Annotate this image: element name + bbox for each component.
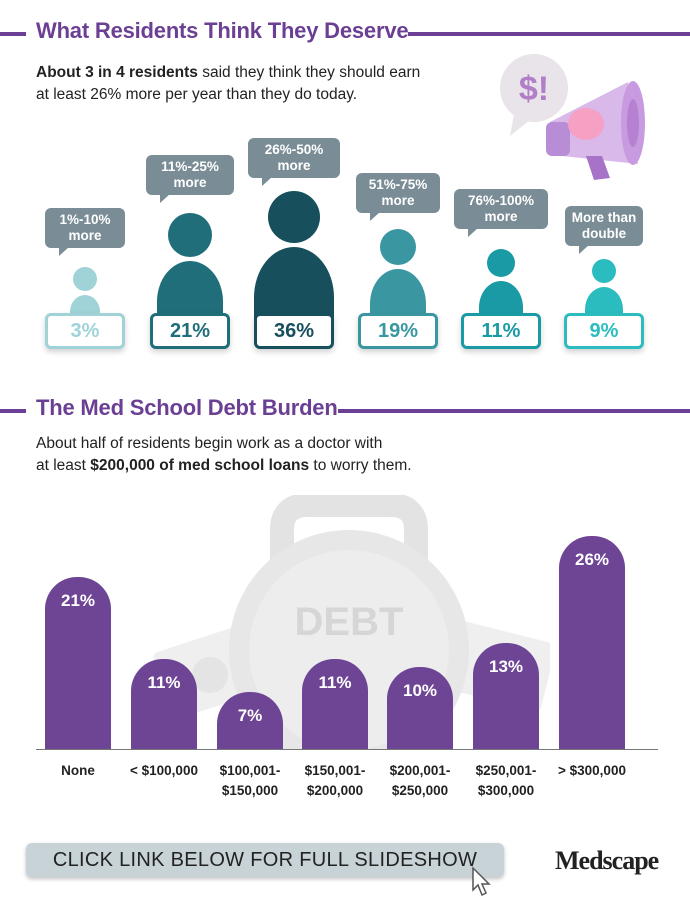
bar-value-label: 11% [318,672,352,692]
bubble-tail [160,194,170,203]
person-body [157,261,223,319]
x-tick-label-line: $150,001- [304,763,366,778]
slideshow-link-button[interactable]: CLICK LINK BELOW FOR FULL SLIDESHOW [26,843,504,877]
bubble-tail [468,228,478,237]
section1-intro-line2: at least 26% more per year than they do … [36,86,358,103]
bubble-tail [579,245,589,254]
percent-box: 9% [564,313,644,349]
chart-bar [217,691,283,749]
section1-rule-right [408,32,690,36]
chart-bar [131,658,197,749]
bubble-label-line2: double [581,226,627,241]
x-tick-label-line: $250,000 [391,783,449,798]
x-tick-label: $250,001- $300,000 [461,761,551,801]
chart-bar [387,667,453,749]
section1-intro-bold: About 3 in 4 residents [36,64,198,81]
bubble-label-line1: 11%-25% [161,159,219,174]
answer-bubble: 1%-10% more [45,208,125,256]
bar-value-label: 10% [402,681,438,701]
percent-box: 19% [358,313,438,349]
section1-title: What Residents Think They Deserve [36,18,409,43]
bubble-label-line2: more [381,193,415,208]
bubble-label-line2: more [484,209,518,224]
percent-box: 11% [461,313,541,349]
chart-baseline [36,749,658,750]
bar-value-label: 7% [237,705,263,725]
x-tick-label-line: $300,000 [477,783,535,798]
megaphone-icon: $! [500,54,645,180]
x-tick-label: $200,001- $250,000 [375,761,465,801]
section1-rule-left [0,32,26,36]
megaphone-text: $! [519,70,549,108]
chart-bar [45,576,111,749]
x-tick-label-line: > $300,000 [558,763,626,778]
bubble-label-line1: 76%-100% [467,193,535,208]
person-head [487,249,515,277]
person-head [73,267,97,291]
x-tick-label-line: $200,001- [389,763,451,778]
answer-bubble: 11%-25% more [146,155,234,203]
answer-bubble: 76%-100% more [454,189,548,237]
bar-value-label: 26% [574,550,610,569]
bubble-label-line2: more [277,158,311,173]
section2-rule-right [338,409,690,413]
x-tick-label-line: $200,000 [306,783,364,798]
person-head [168,213,212,257]
section2-intro: About half of residents begin work as a … [36,433,476,477]
answer-bubble: 26%-50% more [248,138,340,186]
medscape-logo: Medscape [555,846,659,875]
debt-weight-illustration: DEBT [153,495,550,750]
bubble-tail [59,247,69,256]
x-tick-label-line: $150,000 [221,783,279,798]
person-head [268,191,320,243]
bubble-label-line2: more [68,228,102,243]
x-tick-label: $100,001- $150,000 [205,761,295,801]
person-head [380,229,416,265]
section2-title: The Med School Debt Burden [36,395,338,420]
x-tick-label: $150,001- $200,000 [290,761,380,801]
bubble-label-line1: 51%-75% [368,177,428,192]
bar-value-label: 13% [488,656,524,676]
x-tick-label-line: $250,001- [475,763,537,778]
section2-intro-suffix: to worry them. [309,457,412,474]
x-tick-label: < $100,000 [119,761,209,781]
section2-intro-prefix: at least [36,457,91,474]
section1-intro-rest: said they think they should earn [197,64,421,81]
person-body [254,247,334,319]
answer-bubble: 51%-75% more [356,173,440,221]
bubble-label-line1: More than [571,210,637,225]
person-body [370,269,426,319]
percent-box: 21% [150,313,230,349]
debt-weight-text: DEBT [295,600,404,644]
section2-intro-line1: About half of residents begin work as a … [36,435,383,452]
x-tick-label-line: < $100,000 [130,763,198,778]
x-tick-label-line: None [61,763,95,778]
bubble-label-line2: more [173,175,207,190]
section1-intro: About 3 in 4 residents said they think t… [36,62,456,106]
x-tick-label-line: $100,001- [219,763,281,778]
person-head [592,259,616,283]
bubble-label-line1: 1%-10% [59,212,111,227]
bar-value-label: 21% [60,590,96,610]
cursor-arrow-icon [472,866,491,897]
bubble-tail [262,177,272,186]
percent-box: 36% [254,313,334,349]
person-body [479,281,523,319]
x-tick-label: > $300,000 [547,761,637,781]
bubble-label-line1: 26%-50% [264,142,324,157]
bar-value-label: 11% [147,672,181,692]
bubble-tail [370,212,380,221]
chart-bar [473,642,539,749]
answer-bubble: More than double [565,206,643,254]
section2-rule-left [0,409,26,413]
x-tick-label: None [33,761,123,781]
chart-bar [302,658,368,749]
percent-box: 3% [45,313,125,349]
chart-bar [559,536,625,749]
section2-intro-bold: $200,000 of med school loans [90,457,310,474]
